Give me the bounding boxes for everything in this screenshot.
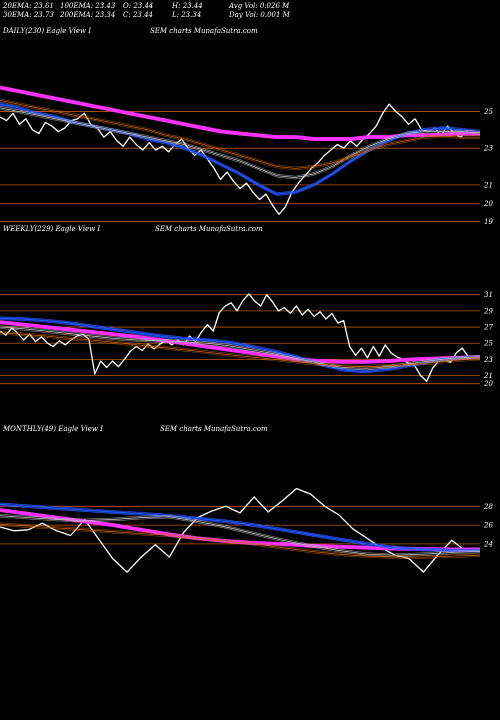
monthly-title: MONTHLY(49) Eagle View I (3, 425, 103, 433)
daily-y-tick: 23 (483, 145, 493, 153)
stat-ema200: 200EMA: 23.34 (60, 11, 116, 19)
weekly-y-tick: 27 (483, 324, 493, 332)
monthly-ema-blue-line-band (0, 505, 480, 553)
weekly-ema-magenta-line-band (0, 323, 481, 364)
daily-source: SEM charts MunafaSutra.com (150, 27, 258, 35)
weekly-ema-blue-line-band (0, 319, 481, 374)
daily-title: DAILY(230) Eagle View I (3, 27, 91, 35)
monthly-ema-blue-line (0, 503, 480, 552)
daily-ema-orange-line (0, 100, 480, 169)
monthly-ema-magenta-line-band (0, 510, 480, 552)
weekly-ema-magenta-line (0, 321, 481, 363)
daily-ema-gray-line (0, 107, 481, 179)
daily-y-tick: 20 (483, 200, 493, 208)
weekly-ema-orange-line-band (0, 333, 481, 369)
weekly-price-line (0, 293, 481, 382)
monthly-ema-gray-line-band (0, 514, 481, 555)
stat-low: L: 23.34 (172, 11, 202, 19)
daily-y-tick: 21 (483, 181, 493, 189)
daily-ema-orange-line-band (0, 101, 480, 171)
weekly-ema-blue-line-band (0, 316, 481, 371)
monthly-source: SEM charts MunafaSutra.com (160, 425, 268, 433)
monthly-ema-orange-line (0, 523, 481, 558)
stat-ema30: 30EMA: 23.73 (3, 11, 54, 19)
monthly-ema-orange-line-band (0, 522, 481, 556)
daily-y-tick: 25 (483, 108, 493, 116)
weekly-y-tick: 20 (483, 380, 493, 388)
weekly-ema-blue-line (0, 317, 481, 373)
daily-price-line (0, 103, 481, 215)
weekly-y-tick: 29 (483, 307, 493, 315)
monthly-ema-blue-line-band (0, 502, 480, 550)
daily-ema-blue-line (0, 103, 481, 195)
monthly-ema-orange-line-band (0, 525, 481, 559)
stat-high: H: 23.44 (172, 2, 203, 10)
stat-avg-vol: Avg Vol: 0.026 M (229, 2, 290, 10)
daily-ema-blue-line-band (0, 105, 481, 196)
monthly-ema-gray-line (0, 515, 481, 556)
weekly-y-tick: 23 (483, 356, 493, 364)
stat-open: O: 23.44 (123, 2, 154, 10)
monthly-y-tick: 24 (483, 540, 493, 548)
daily-ema-magenta-line-band (0, 85, 480, 139)
monthly-ema-magenta-line-band (0, 508, 480, 549)
weekly-y-tick: 31 (484, 291, 493, 299)
monthly-y-tick: 26 (483, 522, 493, 530)
weekly-y-tick: 21 (483, 372, 493, 380)
weekly-ema-magenta-line-band (0, 320, 481, 361)
daily-y-tick: 19 (484, 218, 493, 226)
stat-close: C: 23.44 (123, 11, 153, 19)
weekly-title: WEEKLY(229) Eagle View I (3, 225, 101, 233)
weekly-ema-orange-line (0, 332, 481, 368)
weekly-source: SEM charts MunafaSutra.com (155, 225, 263, 233)
stat-ema20: 20EMA: 23.61 (3, 2, 54, 10)
daily-ema-orange-line-band (0, 98, 480, 168)
monthly-y-tick: 28 (483, 503, 493, 511)
daily-ema-gray-line-band (0, 108, 481, 180)
weekly-ema-orange-line-band (0, 331, 481, 366)
weekly-y-tick: 25 (483, 340, 493, 348)
monthly-ema-gray-line-band (0, 516, 481, 557)
daily-ema-gray-line-band (0, 106, 481, 177)
stat-day-vol: Day Vol: 0.001 M (229, 11, 290, 19)
stat-ema100: 100EMA: 23.43 (60, 2, 116, 10)
